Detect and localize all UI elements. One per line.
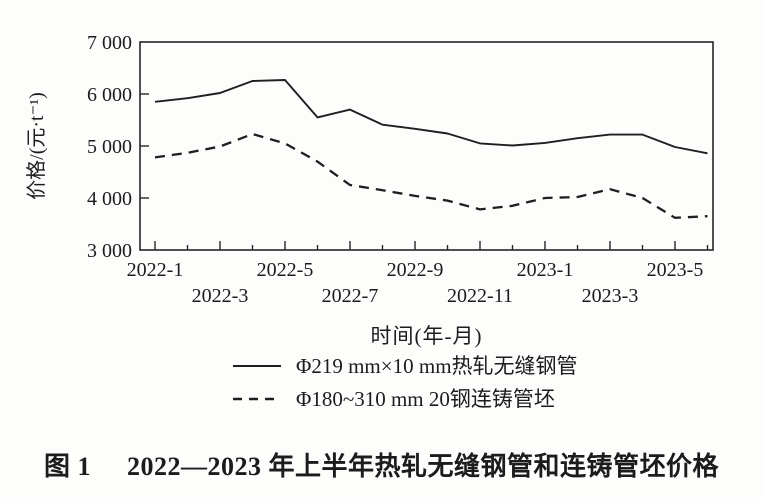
y-tick-label: 4 000 [87,188,132,210]
x-axis: 2022-12022-32022-52022-72022-92022-11202… [127,241,709,307]
y-tick-label: 7 000 [87,32,132,54]
legend-item-cast-billet: Φ180~310 mm 20钢连铸管坯 [233,386,578,412]
x-tick-label: 2023-1 [517,259,574,281]
legend-label-seamless-pipe: Φ219 mm×10 mm热轧无缝钢管 [296,354,578,378]
x-tick-label: 2022-9 [387,259,444,281]
figure-number: 图 1 [44,452,92,481]
series-line-0 [154,79,708,155]
plot-border [139,41,714,251]
x-tick-label: 2022-5 [257,259,314,281]
chart-legend: Φ219 mm×10 mm热轧无缝钢管 Φ180~310 mm 20钢连铸管坯 [233,353,578,412]
x-tick-label: 2023-3 [582,285,639,307]
x-tick-label: 2022-1 [127,259,184,281]
x-axis-title: 时间(年-月) [370,324,483,348]
y-tick-label: 5 000 [87,136,132,158]
y-axis-title: 价格/(元·t⁻¹) [26,92,48,200]
y-tick-label: 3 000 [87,240,132,262]
solid-line-swatch-icon [233,365,281,367]
y-tick-label: 6 000 [87,84,132,106]
figure-caption-text: 2022—2023 年上半年热轧无缝钢管和连铸管坯价格 [127,452,720,481]
x-tick-label: 2022-3 [192,285,249,307]
x-tick-label: 2022-7 [322,285,379,307]
legend-item-seamless-pipe: Φ219 mm×10 mm热轧无缝钢管 [233,353,578,379]
x-tick-label: 2023-5 [647,259,704,281]
legend-label-cast-billet: Φ180~310 mm 20钢连铸管坯 [296,387,555,411]
figure-caption: 图 1 2022—2023 年上半年热轧无缝钢管和连铸管坯价格 [44,446,744,483]
dashed-line-swatch-icon [233,397,281,401]
x-tick-label: 2022-11 [447,285,513,307]
series-line-1 [154,132,708,219]
y-axis: 7 000 6 000 5 000 4 000 3 000 [87,32,149,262]
